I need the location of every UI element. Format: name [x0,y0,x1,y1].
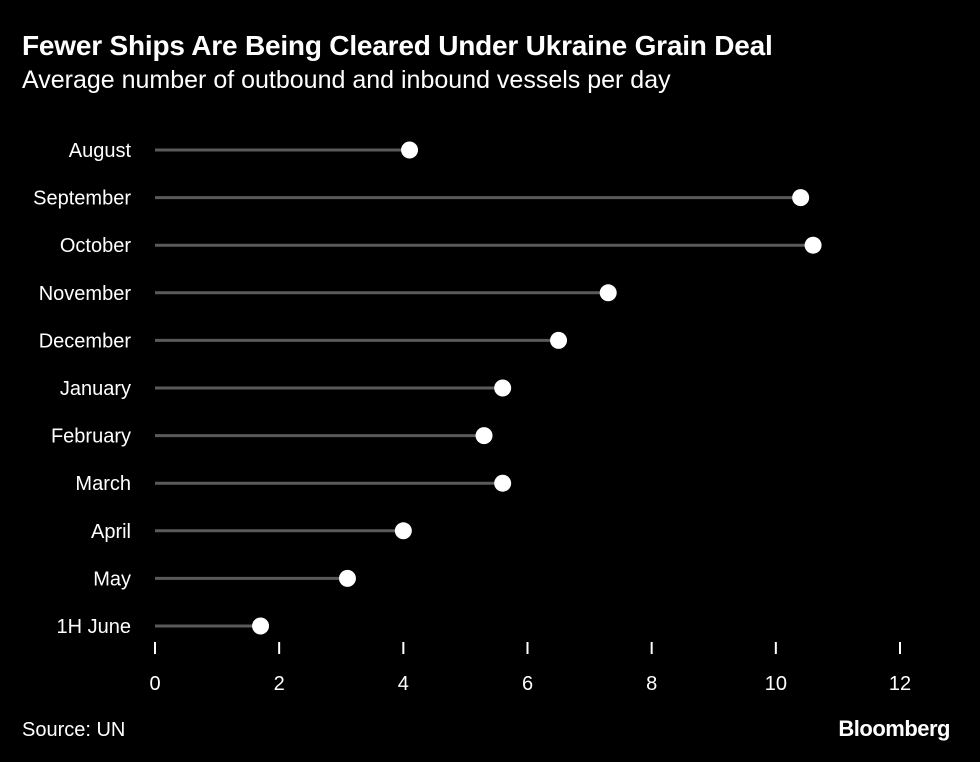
source-note: Source: UN [22,719,126,741]
category-label: October [60,235,131,257]
lollipop-dot [338,569,356,587]
category-label: August [69,140,132,162]
chart-subtitle: Average number of outbound and inbound v… [22,66,671,94]
x-tick-label: 8 [646,673,657,695]
category-label: April [91,521,131,543]
category-label: March [75,473,131,495]
lollipop-dot [804,236,822,254]
bloomberg-logo: Bloomberg [838,716,950,741]
category-label: May [93,568,131,590]
x-tick-label: 4 [398,673,409,695]
x-tick-label: 12 [889,673,911,695]
x-tick-label: 0 [149,673,160,695]
x-tick-label: 2 [274,673,285,695]
lollipop-dot [792,189,810,207]
lollipop-dot [599,284,617,302]
lollipop-dot [494,379,512,397]
category-label: February [51,426,131,448]
category-label: 1H June [57,616,132,638]
x-tick-label: 10 [765,673,787,695]
lollipop-dot [494,474,512,492]
chart-title: Fewer Ships Are Being Cleared Under Ukra… [22,30,773,61]
lollipop-dot [475,427,493,445]
category-label: September [33,188,131,210]
category-label: January [60,378,131,400]
lollipop-dot [550,331,568,349]
x-tick-label: 6 [522,673,533,695]
category-label: November [39,283,132,305]
lollipop-dot [394,522,412,540]
lollipop-dot [252,617,270,635]
lollipop-dot [401,141,419,159]
category-label: December [39,330,132,352]
